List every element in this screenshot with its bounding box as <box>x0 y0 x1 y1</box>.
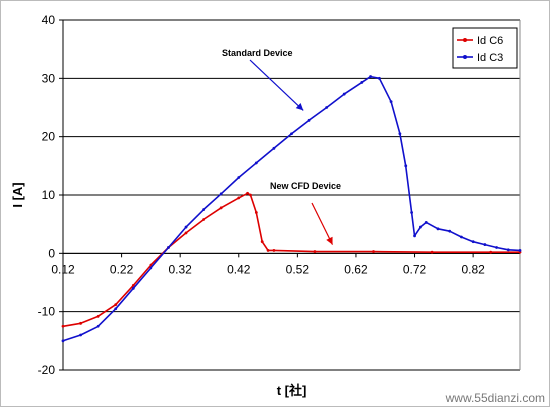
data-point <box>249 193 252 197</box>
data-point <box>483 243 487 246</box>
data-point <box>272 249 276 252</box>
legend-label: Id C3 <box>477 52 503 64</box>
legend-label: Id C6 <box>477 35 503 47</box>
legend-box <box>452 27 518 69</box>
data-point <box>342 92 346 96</box>
y-axis-title: I [A] <box>10 182 25 207</box>
annotation-label: New CFD Device <box>270 181 341 191</box>
data-point <box>237 196 241 200</box>
annotation-label: Standard Device <box>222 48 293 58</box>
data-point <box>495 246 498 249</box>
x-axis-title: t [社] <box>277 383 307 398</box>
data-point <box>202 208 206 211</box>
series-line-1 <box>62 192 520 328</box>
data-point <box>471 240 475 244</box>
x-tick-label: 0.52 <box>286 262 310 276</box>
annotation-arrowhead <box>326 236 333 245</box>
data-point <box>424 221 428 224</box>
data-point <box>460 235 463 239</box>
y-tick-label: -10 <box>38 305 56 319</box>
data-point <box>389 100 393 104</box>
data-point <box>202 218 206 221</box>
data-point <box>96 314 100 318</box>
data-point <box>290 132 293 136</box>
data-point <box>418 225 422 229</box>
x-tick-label: 0.22 <box>110 262 134 276</box>
data-point <box>149 263 153 267</box>
data-point <box>167 246 170 249</box>
data-point <box>377 76 381 80</box>
annotation-arrowhead <box>295 103 304 111</box>
data-point <box>372 250 375 253</box>
data-point <box>96 324 100 328</box>
x-tick-label: 0.72 <box>403 262 427 276</box>
data-point <box>325 106 329 109</box>
data-point <box>131 286 135 290</box>
data-point <box>254 211 258 214</box>
y-tick-label: 20 <box>42 130 56 144</box>
data-point <box>184 231 188 235</box>
data-point <box>518 249 522 252</box>
data-point <box>506 248 510 252</box>
data-point <box>114 307 118 311</box>
y-tick-label: 40 <box>42 13 56 27</box>
x-tick-label: 0.32 <box>168 262 192 276</box>
legend-swatch-marker <box>463 55 467 59</box>
watermark-text: www.55dianzi.com <box>445 391 545 405</box>
data-point <box>430 250 434 254</box>
data-point <box>272 146 276 150</box>
x-tick-label: 0.82 <box>461 262 485 276</box>
x-tick-label: 0.12 <box>51 262 75 276</box>
data-point <box>254 161 258 165</box>
data-point <box>260 240 264 244</box>
data-point <box>131 284 135 287</box>
data-point <box>398 132 402 136</box>
legend-swatch-marker <box>463 38 467 42</box>
data-point <box>404 164 408 168</box>
y-tick-label: 10 <box>42 188 56 202</box>
data-point <box>246 191 249 195</box>
data-point <box>219 206 223 210</box>
data-point <box>313 250 317 253</box>
data-point <box>184 225 188 229</box>
data-point <box>237 176 241 179</box>
data-point <box>413 234 416 238</box>
data-point <box>410 211 414 214</box>
data-point <box>448 229 452 233</box>
data-point <box>219 192 223 196</box>
data-point <box>436 227 440 231</box>
data-point <box>149 266 153 270</box>
data-point <box>307 118 311 122</box>
y-tick-label: -20 <box>38 363 56 377</box>
data-point <box>79 321 82 325</box>
annotation-arrow <box>249 59 304 111</box>
data-point <box>360 81 364 84</box>
x-tick-label: 0.62 <box>344 262 368 276</box>
x-tick-label: 0.42 <box>227 262 251 276</box>
data-point <box>61 324 65 328</box>
data-point <box>266 249 270 252</box>
data-point <box>79 333 82 337</box>
y-tick-label: 0 <box>48 246 55 260</box>
data-point <box>61 339 65 343</box>
annotation-arrow <box>311 202 334 245</box>
data-point <box>369 75 372 78</box>
data-point <box>114 303 118 307</box>
data-point <box>489 250 493 254</box>
y-tick-label: 30 <box>42 71 56 85</box>
